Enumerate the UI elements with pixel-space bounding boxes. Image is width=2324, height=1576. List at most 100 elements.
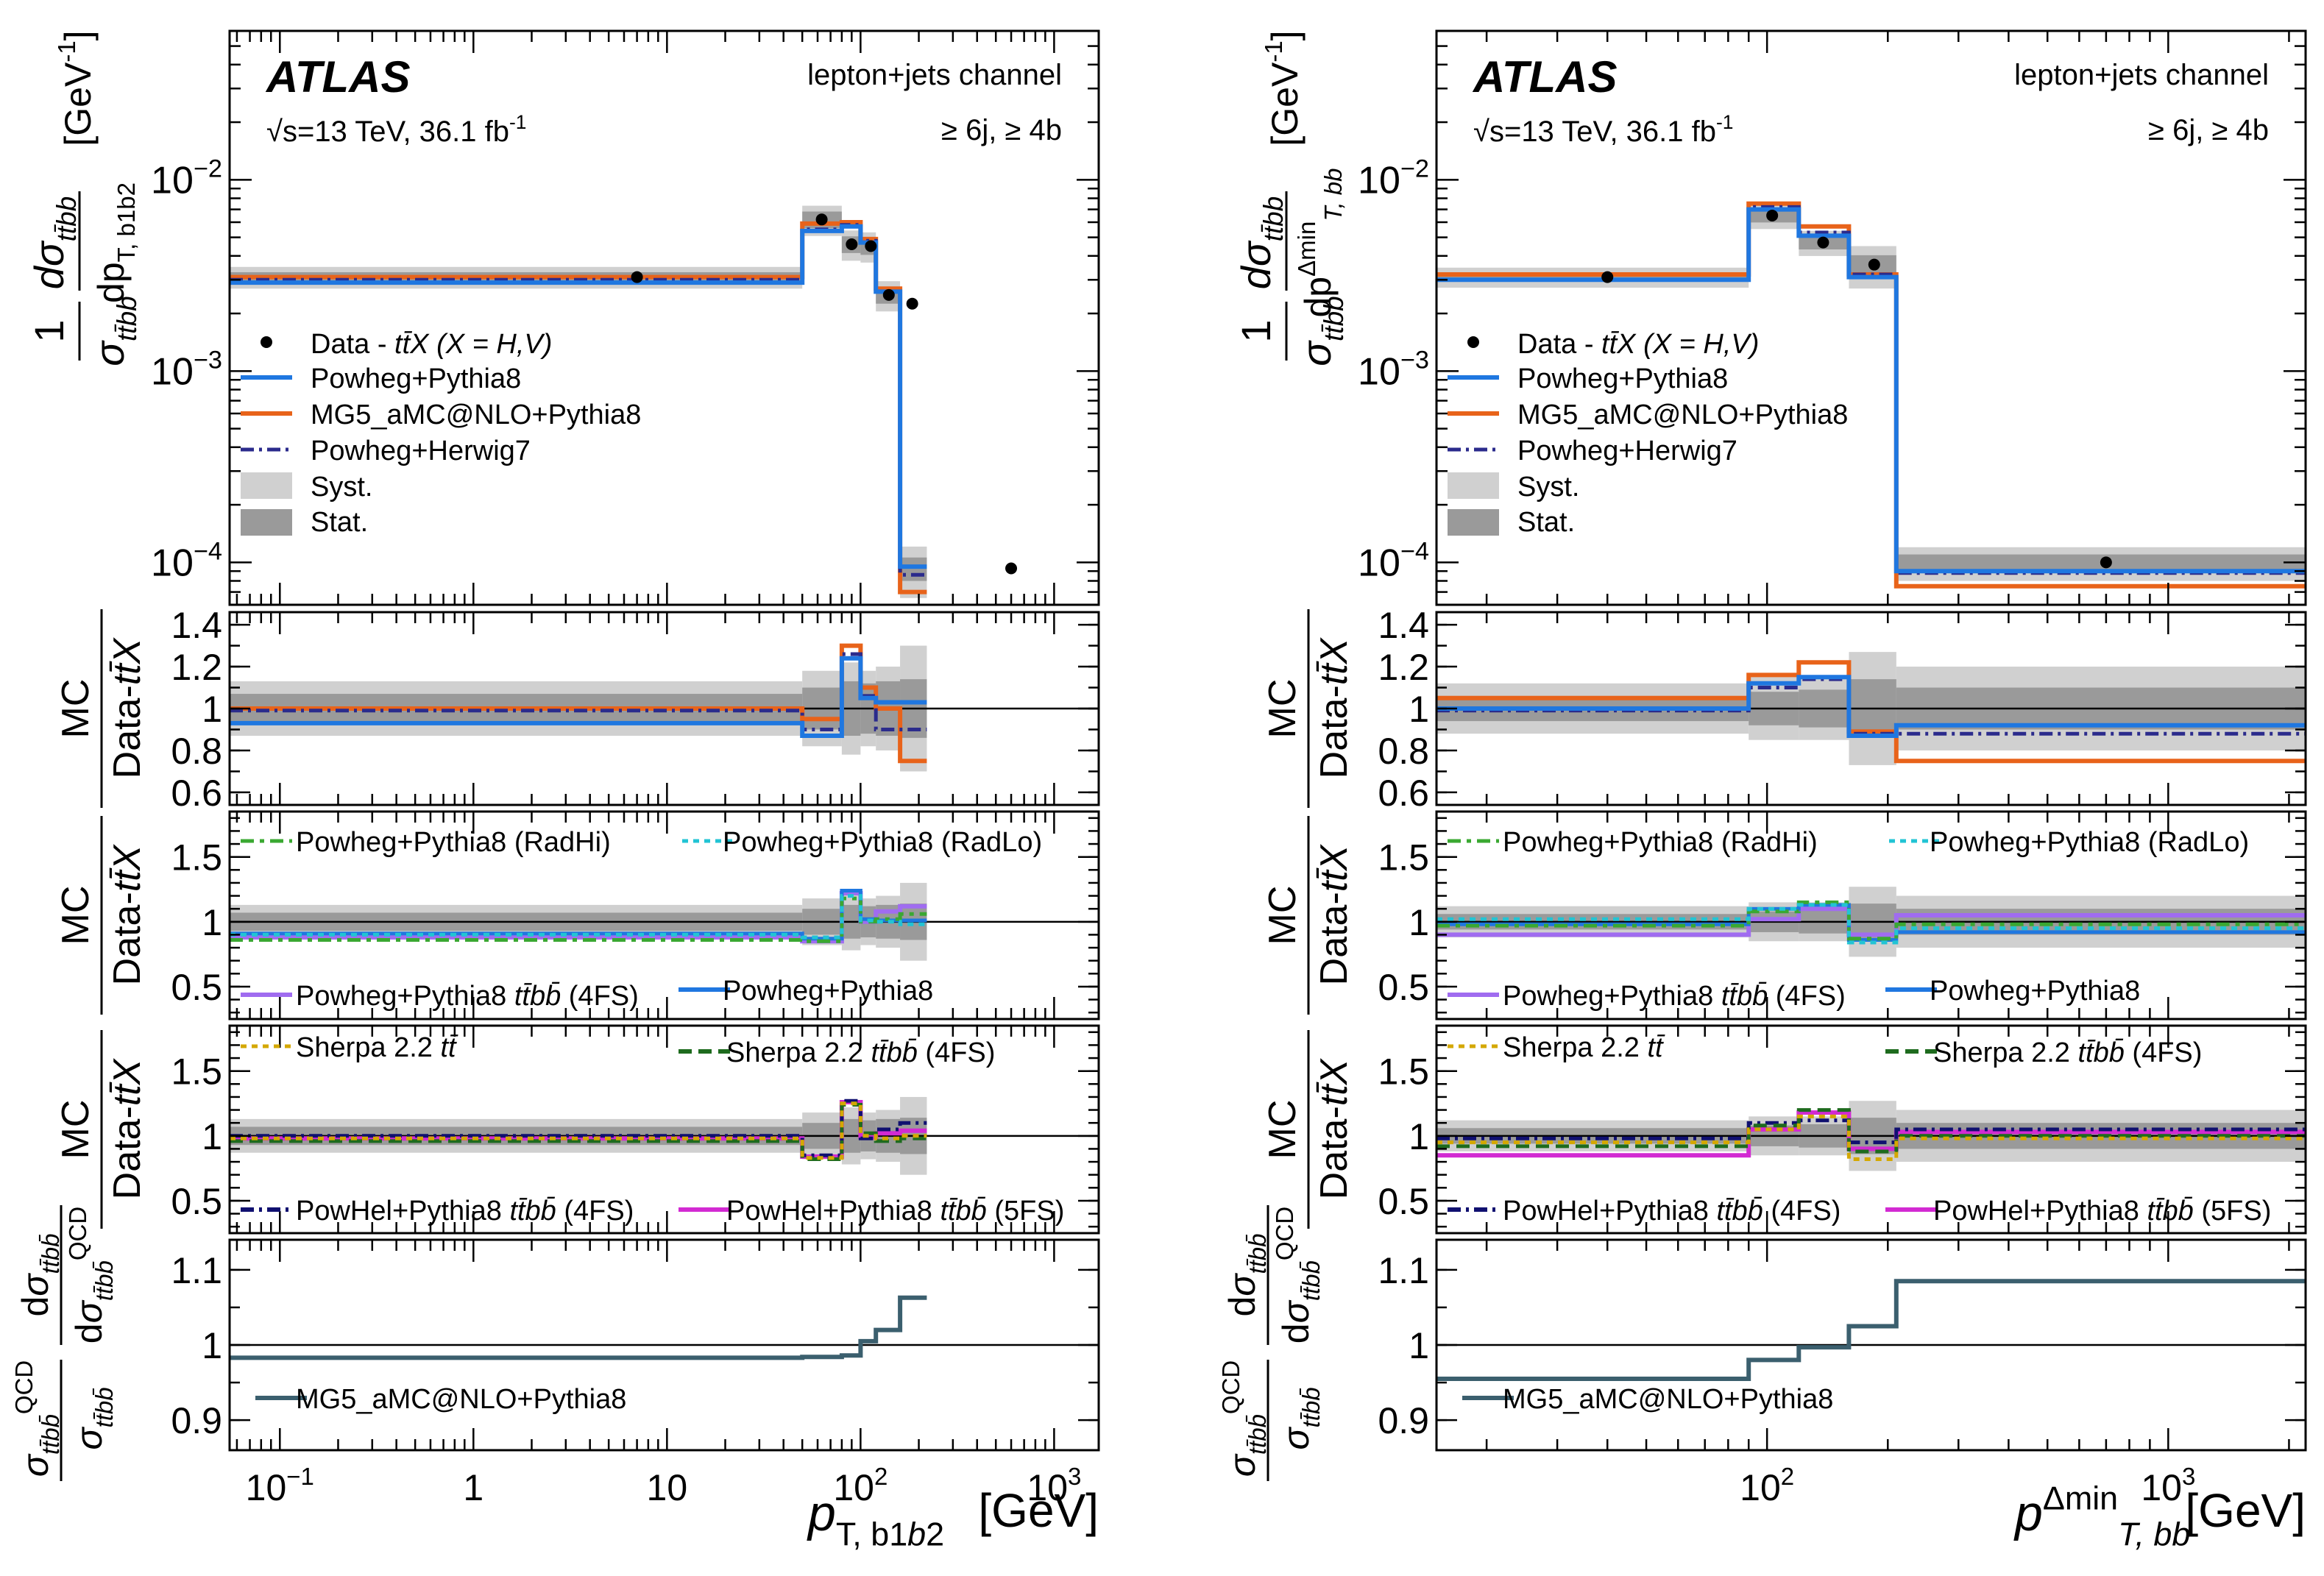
label-part: Data-	[1313, 1106, 1356, 1199]
legend-powheg-pythia8: Powheg+Pythia8	[1517, 363, 1728, 394]
label-part: σ	[68, 1427, 110, 1450]
label-part: tt̄bb̄	[91, 1260, 118, 1301]
x-tick-label: 102	[1740, 1463, 1794, 1508]
label-part: tt̄X	[106, 636, 149, 685]
label-part: √s=13 TeV, 36.1 fb	[266, 116, 509, 148]
label-part: 10	[1358, 159, 1400, 202]
label-part: 10	[151, 542, 194, 584]
selection-label: ≥ 6j, ≥ 4b	[941, 114, 1062, 146]
plot-frame	[228, 29, 1100, 606]
label-part: 10	[151, 159, 194, 202]
y-tick-label: 1.2	[171, 647, 222, 688]
legend-powheg-pythia8: Powheg+Pythia8	[311, 363, 521, 394]
x-tick-label: 103	[2141, 1463, 2195, 1508]
y-tick-label: 10−3	[1358, 347, 1429, 394]
label-part: QCD	[1217, 1360, 1244, 1414]
legend-radhi: Powheg+Pythia8 (RadHi)	[296, 827, 611, 858]
atlas-label: ATLAS	[1472, 52, 1618, 102]
label-part: T, b	[836, 1515, 889, 1552]
data-point	[906, 297, 918, 310]
y-tick-label: 1.5	[171, 837, 222, 878]
label-part: 10	[1358, 542, 1400, 584]
ratio-y-numerator: MC	[1261, 679, 1304, 739]
energy-label: √s=13 TeV, 36.1 fb-1	[1473, 111, 1733, 148]
ratio-y-denominator: Data-tt̄X	[1313, 636, 1356, 778]
label-part: (5FS)	[2194, 1196, 2272, 1227]
label-part: T, bb	[1319, 168, 1347, 221]
ratio-y-numerator: MC	[1261, 1100, 1304, 1160]
y-tick-label: 10−4	[151, 538, 222, 585]
y-tick-label: 0.5	[171, 967, 222, 1008]
data-point	[1817, 236, 1829, 249]
powheg-pythia8-line	[230, 224, 927, 569]
label-part: -1	[1716, 111, 1733, 133]
legend-mg5: MG5_aMC@NLO+Pythia8	[1517, 400, 1848, 430]
label-part: T, b	[113, 223, 140, 262]
label-part: −3	[1400, 347, 1429, 375]
label-part: −3	[194, 347, 222, 375]
label-part: Data-	[106, 1106, 149, 1199]
y-tick-label: 1	[1409, 1325, 1429, 1366]
label-part: 2	[874, 1463, 888, 1490]
legend-data-marker	[1467, 336, 1479, 348]
data-point	[815, 213, 828, 226]
label-part: tt̄bb̄	[1244, 1414, 1271, 1455]
label-part: Δmin	[2043, 1479, 2118, 1516]
legend-pp8-ttbb: Powheg+Pythia8 tt̄bb̄ (4FS)	[1503, 981, 1846, 1012]
stat-band	[900, 557, 927, 581]
label-part: tt̄bb̄	[37, 1233, 64, 1274]
legend-stat-swatch	[241, 509, 292, 536]
legend-data: Data - tt̄X (X = H,V)	[311, 329, 552, 360]
y-tick-label: 0.8	[171, 731, 222, 772]
ratio-y-numerator: MC	[54, 1100, 97, 1160]
legend-pp8: Powheg+Pythia8	[1930, 976, 2140, 1007]
label-part: QCD	[1271, 1207, 1298, 1260]
label-part: σ	[26, 240, 72, 266]
label-part: PowHel+Pythia8	[726, 1196, 940, 1227]
plot-frame	[1435, 810, 2307, 1021]
label-part: 10	[246, 1467, 287, 1508]
legend-syst: Syst.	[1517, 472, 1579, 503]
label-part: Sherpa 2.2	[726, 1037, 871, 1068]
label-part: tt̄bb	[1319, 296, 1349, 341]
label-part: Data-	[1313, 892, 1356, 985]
label-part: d	[1275, 1323, 1317, 1343]
label-part: −4	[194, 538, 222, 566]
plot-frame	[228, 810, 1100, 1021]
label-part: 2	[113, 182, 140, 196]
data-point	[846, 238, 858, 251]
main-y-one: 1	[1233, 319, 1279, 342]
label-part: d	[68, 1323, 110, 1343]
plot-frame	[1435, 29, 2307, 606]
label-part: 10	[833, 1467, 874, 1508]
ratio-y-denominator: Data-tt̄X	[1313, 1057, 1356, 1199]
label-part: Data-	[106, 892, 149, 985]
qcd-dsigma-den: dσtt̄bb̄QCD	[1271, 1207, 1325, 1343]
label-part: PowHel+Pythia8	[1933, 1196, 2147, 1227]
legend-powhel4: PowHel+Pythia8 tt̄bb̄ (4FS)	[296, 1196, 634, 1227]
stat-band	[1436, 273, 1749, 282]
label-part: -1	[53, 40, 80, 62]
label-part: ]	[1264, 30, 1306, 40]
label-part: (4FS)	[556, 1196, 634, 1227]
mg5-qcd-ratio-line	[230, 1295, 927, 1360]
legend-powhel5: PowHel+Pythia8 tt̄bb̄ (5FS)	[726, 1196, 1064, 1227]
channel-label: lepton+jets channel	[2014, 59, 2269, 91]
main-y-unit: [GeV-1]	[53, 30, 99, 146]
label-part: d	[1233, 265, 1279, 289]
label-part: σ	[1275, 1299, 1317, 1323]
y-tick-label: 10−4	[1358, 538, 1429, 585]
label-part: (4FS)	[561, 981, 639, 1012]
label-part: 3	[2182, 1463, 2195, 1490]
data-point	[631, 271, 643, 283]
label-part: Sherpa 2.2	[296, 1032, 440, 1063]
x-tick-label: 1	[463, 1467, 483, 1508]
y-tick-label: 1.5	[1378, 837, 1429, 878]
label-part: b	[113, 196, 140, 209]
ratio-y-label: MC Data-tt̄X	[1261, 609, 1356, 808]
selection-label: ≥ 6j, ≥ 4b	[2148, 114, 2269, 146]
qcd-dsigma-num: dσtt̄bb̄	[1222, 1233, 1271, 1316]
ratio-y-label: MC Data-tt̄X	[1261, 1030, 1356, 1229]
